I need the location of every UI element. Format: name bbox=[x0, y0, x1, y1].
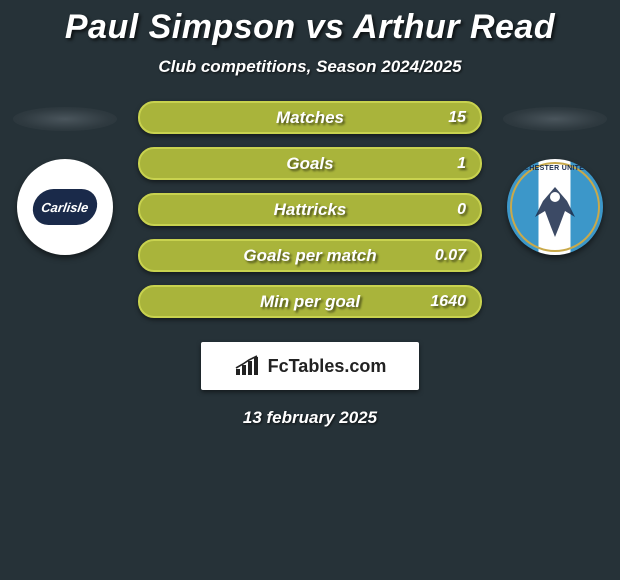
stat-label: Min per goal bbox=[260, 292, 360, 312]
stat-row-hattricks: Hattricks 0 bbox=[138, 193, 482, 226]
stat-value-right: 1640 bbox=[430, 293, 466, 311]
left-column: Carlisle bbox=[10, 107, 120, 255]
team-badge-right: COLCHESTER UNITED FC bbox=[507, 159, 603, 255]
bar-chart-icon bbox=[234, 355, 262, 377]
stat-label: Goals bbox=[286, 154, 333, 174]
stat-label: Goals per match bbox=[243, 246, 376, 266]
stat-label: Hattricks bbox=[274, 200, 347, 220]
stat-value-right: 0.07 bbox=[435, 247, 466, 265]
right-column: COLCHESTER UNITED FC bbox=[500, 107, 610, 255]
stat-value-right: 15 bbox=[448, 109, 466, 127]
stats-column: Matches 15 Goals 1 Hattricks 0 Goals per… bbox=[138, 101, 482, 318]
brand-box[interactable]: FcTables.com bbox=[201, 342, 419, 390]
page-title: Paul Simpson vs Arthur Read bbox=[0, 8, 620, 47]
player-shadow-right bbox=[503, 107, 607, 131]
stat-row-matches: Matches 15 bbox=[138, 101, 482, 134]
stat-label: Matches bbox=[276, 108, 344, 128]
main-row: Carlisle Matches 15 Goals 1 Hattricks 0 … bbox=[0, 107, 620, 318]
team-badge-left: Carlisle bbox=[17, 159, 113, 255]
comparison-card: Paul Simpson vs Arthur Read Club competi… bbox=[0, 0, 620, 428]
team-badge-left-label: Carlisle bbox=[30, 189, 99, 225]
date-text: 13 february 2025 bbox=[0, 408, 620, 428]
stat-row-min-per-goal: Min per goal 1640 bbox=[138, 285, 482, 318]
subtitle: Club competitions, Season 2024/2025 bbox=[0, 57, 620, 77]
eagle-icon bbox=[523, 181, 587, 241]
team-badge-right-text: COLCHESTER UNITED FC bbox=[507, 165, 603, 172]
brand-text: FcTables.com bbox=[268, 356, 387, 377]
stat-value-right: 0 bbox=[457, 201, 466, 219]
stat-row-goals: Goals 1 bbox=[138, 147, 482, 180]
stat-row-goals-per-match: Goals per match 0.07 bbox=[138, 239, 482, 272]
stat-value-right: 1 bbox=[457, 155, 466, 173]
player-shadow-left bbox=[13, 107, 117, 131]
